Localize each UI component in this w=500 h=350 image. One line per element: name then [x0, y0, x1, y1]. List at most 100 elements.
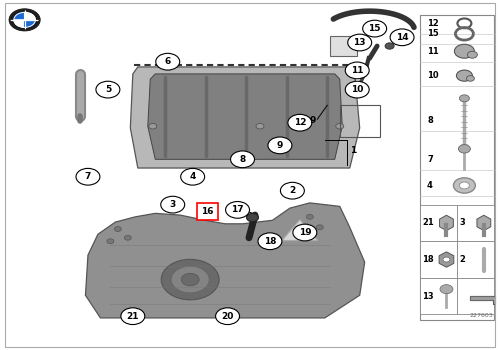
- Polygon shape: [470, 296, 495, 304]
- Circle shape: [440, 285, 453, 294]
- Circle shape: [216, 308, 240, 324]
- Polygon shape: [130, 67, 360, 168]
- Text: 14: 14: [396, 33, 408, 42]
- Text: 6: 6: [164, 57, 171, 66]
- Circle shape: [161, 259, 219, 300]
- Wedge shape: [24, 20, 35, 27]
- Circle shape: [280, 182, 304, 199]
- Wedge shape: [24, 13, 35, 20]
- Circle shape: [468, 51, 477, 58]
- Polygon shape: [282, 219, 318, 240]
- Wedge shape: [14, 13, 24, 20]
- Circle shape: [454, 178, 475, 193]
- Text: 13: 13: [422, 292, 434, 301]
- Circle shape: [181, 273, 199, 286]
- Text: 16: 16: [202, 207, 214, 216]
- Circle shape: [288, 114, 312, 131]
- Circle shape: [293, 224, 317, 241]
- Circle shape: [114, 226, 121, 231]
- Circle shape: [460, 182, 469, 189]
- Circle shape: [124, 235, 132, 240]
- Circle shape: [443, 257, 450, 262]
- Circle shape: [268, 137, 292, 154]
- Text: 227603: 227603: [469, 313, 493, 318]
- Bar: [197, 203, 218, 220]
- Text: 18: 18: [264, 237, 276, 246]
- Text: 2: 2: [460, 255, 466, 264]
- Circle shape: [306, 215, 314, 219]
- Text: 13: 13: [354, 38, 366, 47]
- Text: 21: 21: [422, 218, 434, 228]
- Text: 12: 12: [294, 118, 306, 127]
- Text: 15: 15: [368, 24, 381, 33]
- Polygon shape: [148, 74, 342, 159]
- Text: 7: 7: [85, 172, 91, 181]
- Bar: [457, 278, 494, 314]
- Circle shape: [160, 196, 184, 213]
- Text: 20: 20: [222, 312, 234, 321]
- Polygon shape: [440, 215, 454, 231]
- Circle shape: [256, 124, 264, 129]
- Text: 21: 21: [126, 312, 139, 321]
- Circle shape: [96, 81, 120, 98]
- Polygon shape: [86, 203, 364, 318]
- Text: 11: 11: [427, 47, 439, 56]
- Circle shape: [10, 9, 40, 30]
- Text: 8: 8: [240, 155, 246, 164]
- Text: 11: 11: [351, 66, 364, 75]
- Circle shape: [156, 53, 180, 70]
- Circle shape: [460, 95, 469, 102]
- Circle shape: [149, 124, 157, 129]
- Bar: [420, 205, 457, 241]
- Text: 10: 10: [351, 85, 364, 94]
- Text: 2: 2: [290, 186, 296, 195]
- Text: 4: 4: [190, 172, 196, 181]
- Wedge shape: [14, 20, 24, 27]
- Bar: [420, 15, 494, 320]
- Circle shape: [171, 266, 209, 293]
- Circle shape: [348, 34, 372, 51]
- Circle shape: [226, 202, 250, 218]
- Text: 5: 5: [105, 85, 111, 94]
- Circle shape: [390, 29, 414, 46]
- Text: 3: 3: [460, 218, 465, 228]
- Text: 9: 9: [310, 117, 316, 125]
- Circle shape: [76, 168, 100, 185]
- Circle shape: [454, 44, 474, 58]
- Circle shape: [458, 145, 470, 153]
- Text: 9: 9: [276, 141, 283, 150]
- Text: 8: 8: [427, 117, 433, 125]
- Text: 10: 10: [427, 71, 438, 80]
- Bar: [340, 105, 380, 136]
- Circle shape: [336, 124, 344, 129]
- Circle shape: [466, 76, 474, 81]
- Circle shape: [385, 43, 394, 49]
- Text: 19: 19: [298, 228, 311, 237]
- Bar: [457, 205, 494, 241]
- Polygon shape: [477, 215, 491, 231]
- Polygon shape: [439, 252, 454, 267]
- Circle shape: [362, 20, 386, 37]
- Text: 4: 4: [427, 181, 433, 190]
- Text: 1: 1: [350, 146, 356, 155]
- Circle shape: [246, 214, 258, 222]
- Circle shape: [456, 70, 472, 81]
- Text: 17: 17: [231, 205, 244, 214]
- Circle shape: [230, 151, 254, 168]
- Circle shape: [180, 168, 204, 185]
- Text: 15: 15: [427, 29, 439, 38]
- Text: 7: 7: [427, 155, 433, 164]
- Bar: [457, 241, 494, 278]
- Text: 3: 3: [170, 200, 176, 209]
- Text: 12: 12: [427, 19, 439, 28]
- Circle shape: [316, 225, 324, 230]
- Bar: [420, 241, 457, 278]
- Bar: [420, 278, 457, 314]
- Circle shape: [345, 62, 369, 79]
- Circle shape: [345, 81, 369, 98]
- Bar: [330, 36, 357, 56]
- Circle shape: [107, 239, 114, 244]
- Circle shape: [121, 308, 145, 324]
- Text: 18: 18: [422, 255, 434, 264]
- Circle shape: [258, 233, 282, 250]
